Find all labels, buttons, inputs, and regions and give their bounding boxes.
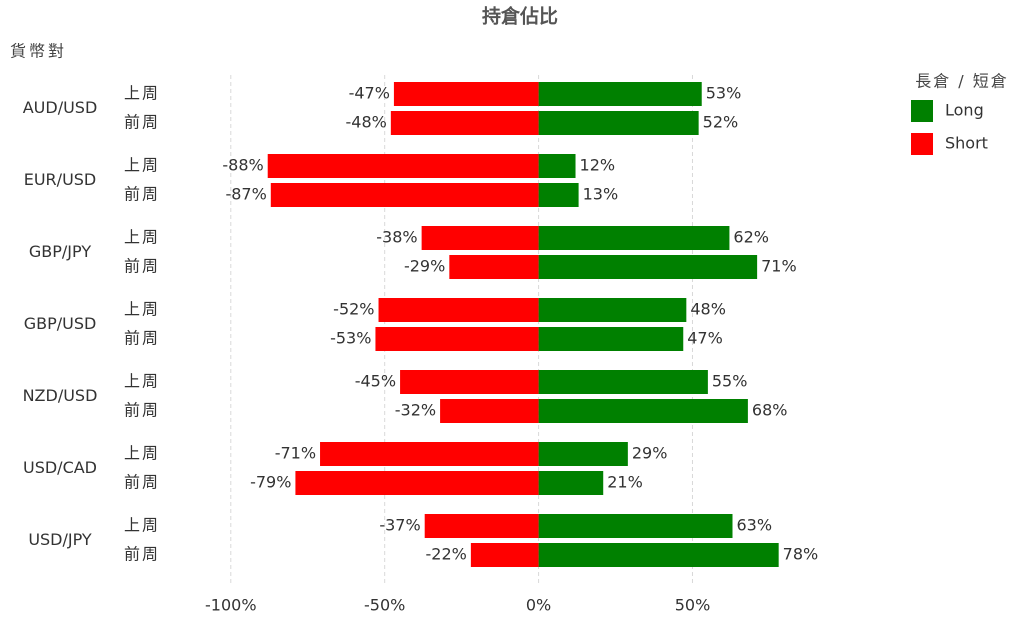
legend-label: Short	[945, 134, 988, 153]
bar	[538, 111, 699, 135]
bar	[421, 226, 539, 250]
bar	[538, 543, 779, 567]
category-label: 上周	[124, 156, 160, 175]
legend-label: Long	[945, 101, 984, 120]
bar	[470, 543, 539, 567]
data-label: 29%	[632, 444, 668, 463]
data-label: -53%	[330, 329, 371, 348]
data-label: 62%	[733, 228, 769, 247]
data-label: 71%	[761, 257, 797, 276]
bar	[538, 82, 702, 106]
bar	[538, 183, 579, 207]
data-label: 12%	[580, 156, 616, 175]
bar	[538, 154, 576, 178]
data-label: -22%	[426, 545, 467, 564]
legend-swatch	[911, 100, 933, 122]
data-label: -88%	[222, 156, 263, 175]
bar	[538, 442, 628, 466]
legend-title: 長倉 / 短倉	[915, 72, 1009, 91]
bar	[538, 514, 733, 538]
data-label: -38%	[376, 228, 417, 247]
group-label: NZD/USD	[23, 386, 98, 405]
bar	[538, 327, 684, 351]
data-label: 13%	[583, 185, 619, 204]
x-tick-label: -100%	[205, 596, 257, 615]
chart-title: 持倉佔比	[482, 5, 558, 28]
bar	[538, 370, 708, 394]
data-label: -79%	[250, 473, 291, 492]
data-label: -32%	[395, 401, 436, 420]
bar	[440, 399, 539, 423]
bar	[538, 399, 748, 423]
data-label: 68%	[752, 401, 788, 420]
group-label: GBP/USD	[24, 314, 97, 333]
category-label: 前周	[124, 401, 160, 420]
data-label: 78%	[783, 545, 819, 564]
data-label: -47%	[349, 84, 390, 103]
category-label: 上周	[124, 228, 160, 247]
bar	[393, 82, 539, 106]
bar	[295, 471, 539, 495]
bar	[538, 226, 730, 250]
data-label: 21%	[607, 473, 643, 492]
x-tick-label: 50%	[675, 596, 711, 615]
data-label: -48%	[345, 113, 386, 132]
x-tick-label: -50%	[364, 596, 405, 615]
category-label: 上周	[124, 444, 160, 463]
data-label: 53%	[706, 84, 742, 103]
group-label: USD/CAD	[23, 458, 97, 477]
category-label: 上周	[124, 84, 160, 103]
category-label: 前周	[124, 113, 160, 132]
data-label: -45%	[355, 372, 396, 391]
bar	[270, 183, 539, 207]
data-label: -29%	[404, 257, 445, 276]
bar	[375, 327, 539, 351]
bar	[538, 298, 687, 322]
data-label: 52%	[703, 113, 739, 132]
bar	[538, 255, 758, 279]
category-label: 前周	[124, 545, 160, 564]
legend-swatch	[911, 133, 933, 155]
category-label: 前周	[124, 257, 160, 276]
category-label: 前周	[124, 473, 160, 492]
group-label: AUD/USD	[23, 98, 98, 117]
category-label: 上周	[124, 300, 160, 319]
category-label: 上周	[124, 372, 160, 391]
bar	[424, 514, 539, 538]
bar	[378, 298, 539, 322]
data-label: -87%	[225, 185, 266, 204]
data-label: 48%	[690, 300, 726, 319]
bar	[267, 154, 539, 178]
group-label: GBP/JPY	[29, 242, 91, 261]
group-label: USD/JPY	[28, 530, 92, 549]
bar	[390, 111, 539, 135]
data-label: 55%	[712, 372, 748, 391]
y-axis-label: 貨幣對	[10, 42, 67, 61]
category-label: 前周	[124, 185, 160, 204]
category-label: 上周	[124, 516, 160, 535]
data-label: -37%	[379, 516, 420, 535]
bar	[400, 370, 539, 394]
bar	[449, 255, 539, 279]
data-label: -71%	[275, 444, 316, 463]
category-label: 前周	[124, 329, 160, 348]
x-tick-label: 0%	[526, 596, 551, 615]
bar	[538, 471, 604, 495]
data-label: -52%	[333, 300, 374, 319]
bar	[320, 442, 539, 466]
data-label: 47%	[687, 329, 723, 348]
group-label: EUR/USD	[24, 170, 97, 189]
data-label: 63%	[737, 516, 773, 535]
